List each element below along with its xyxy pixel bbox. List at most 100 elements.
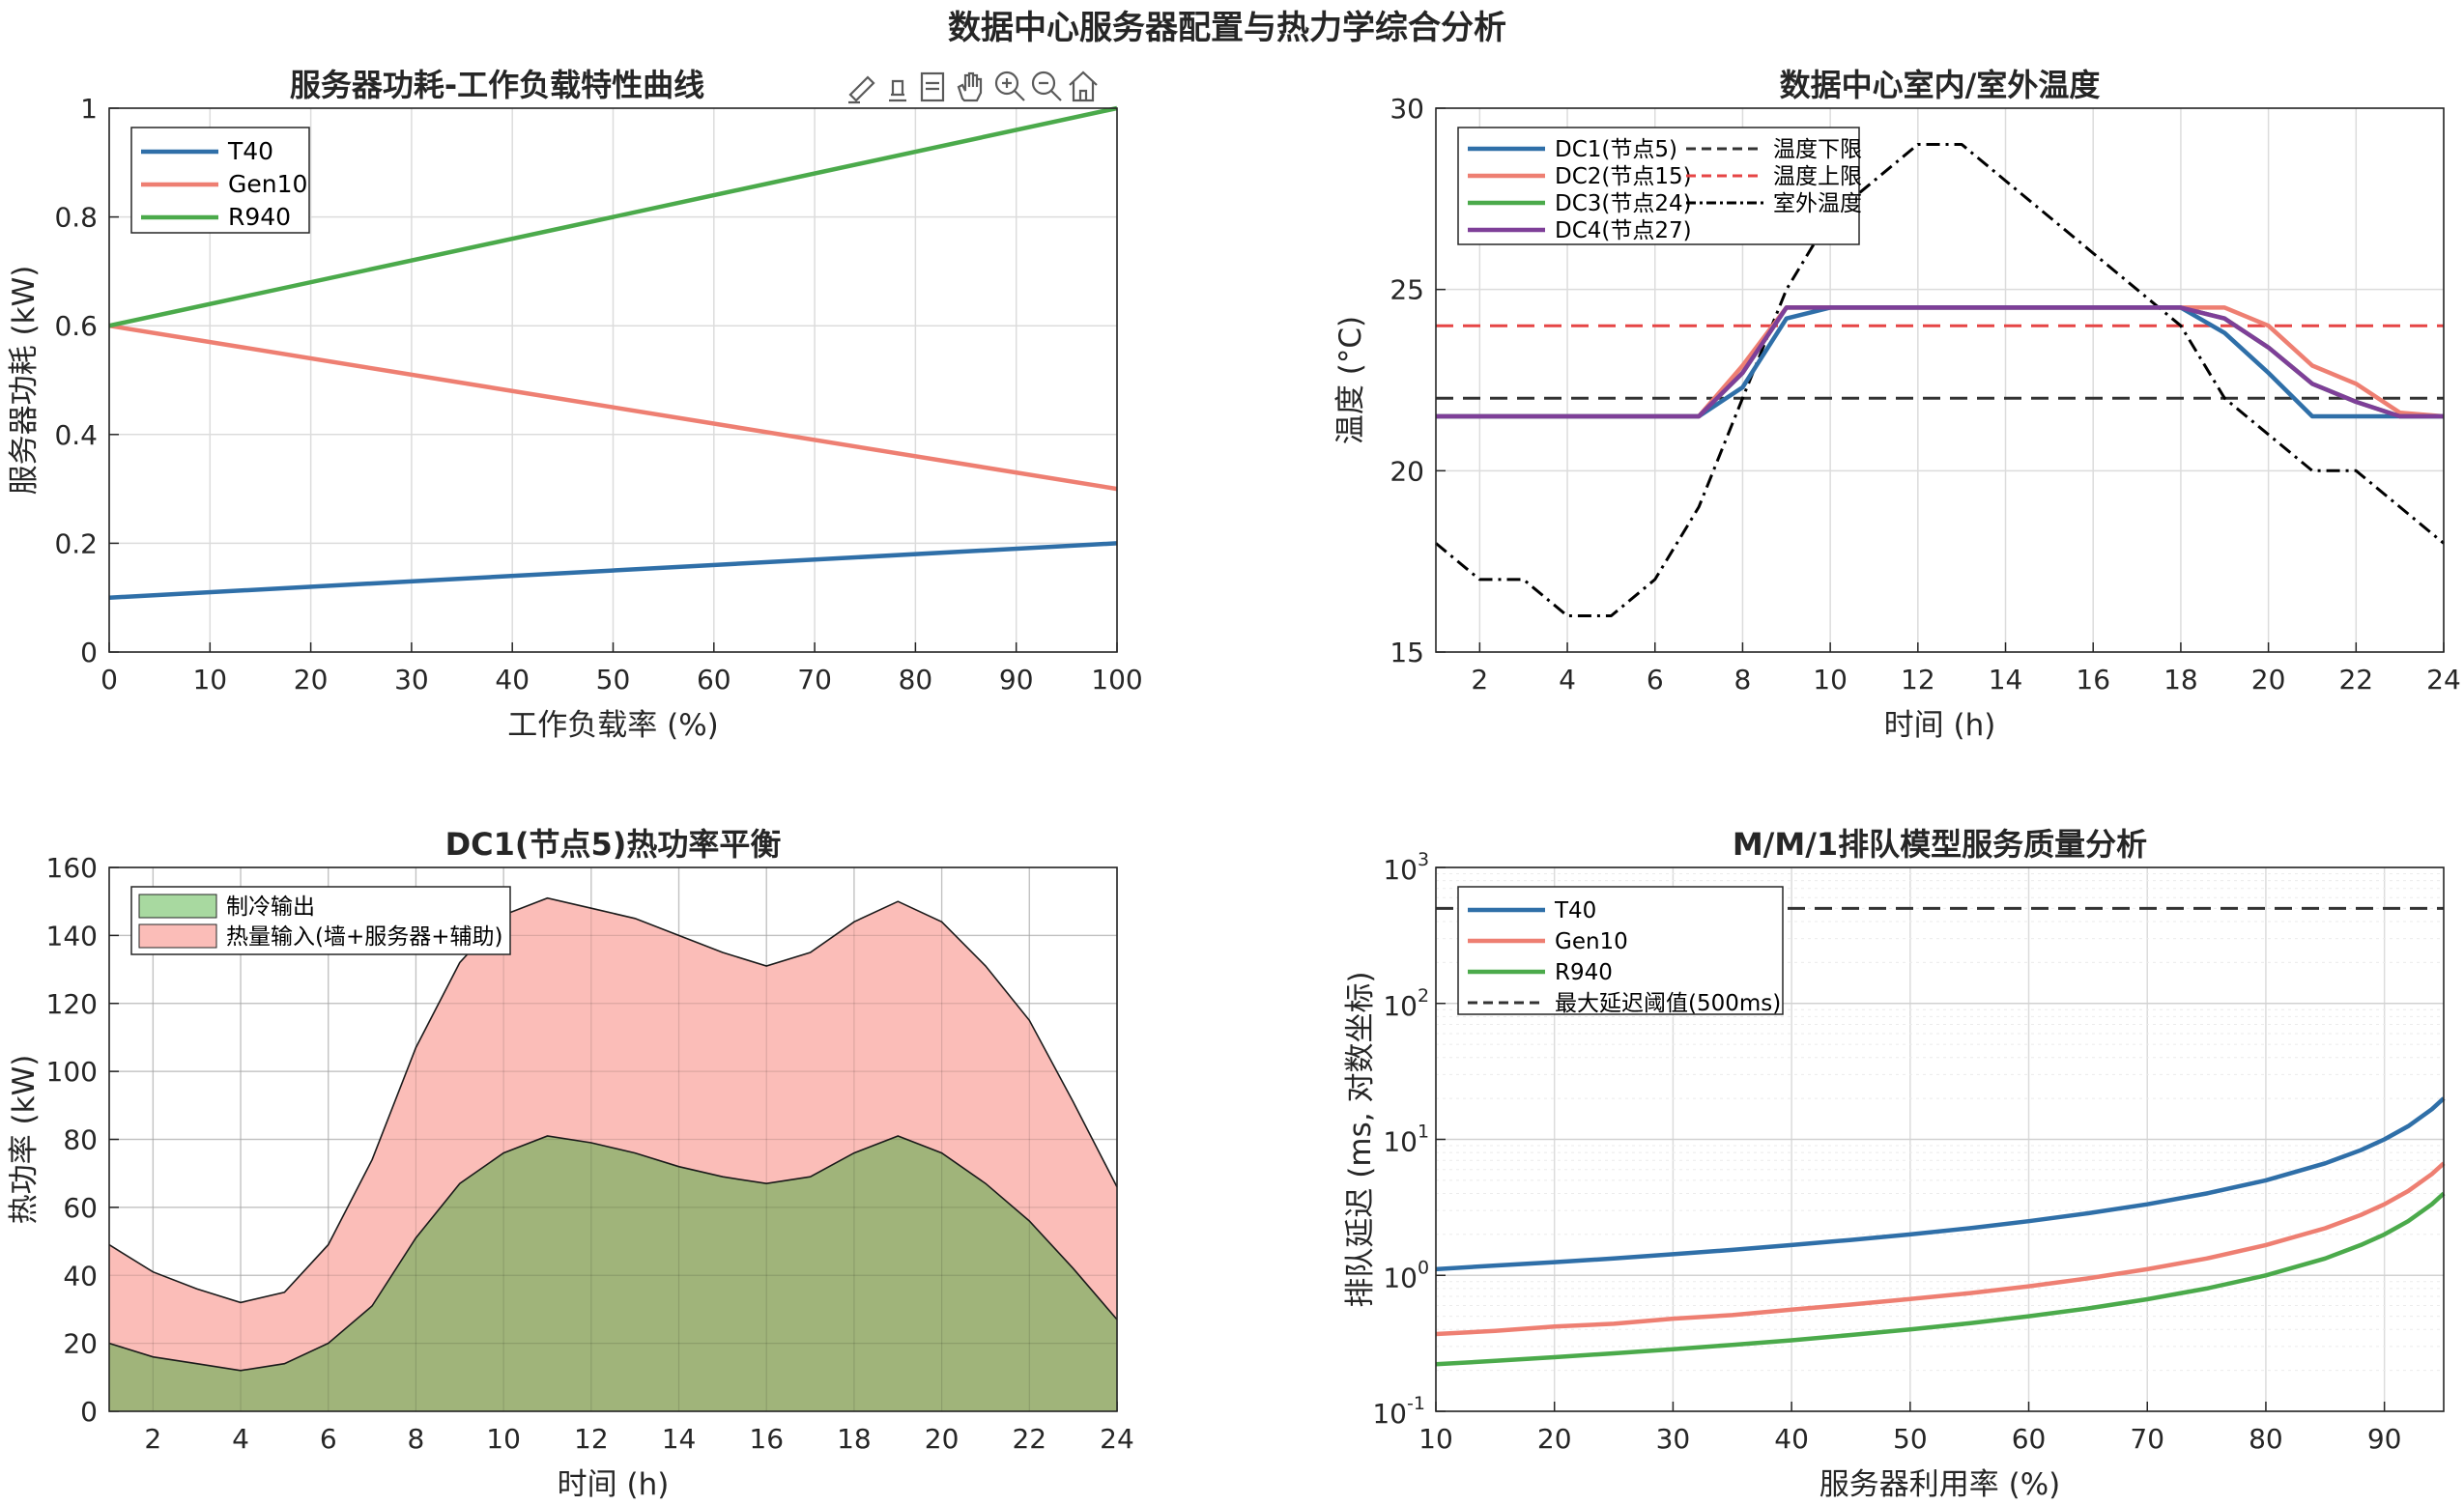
series-line-1[interactable] bbox=[108, 541, 1118, 600]
x-tick-label: 30 bbox=[394, 664, 429, 696]
zoom-out-icon[interactable] bbox=[1031, 71, 1062, 101]
legend-label-3: R940 bbox=[1555, 960, 1613, 985]
x-tick-label: 22 bbox=[1012, 1423, 1046, 1455]
y-tick-label: 120 bbox=[46, 988, 98, 1020]
y-tick-label: 1 bbox=[80, 93, 98, 125]
brush-icon[interactable] bbox=[848, 75, 875, 104]
x-tick-label: 4 bbox=[232, 1423, 249, 1455]
y-tick-label: 0 bbox=[80, 1396, 98, 1428]
axes-border bbox=[108, 107, 1118, 653]
x-axis-label: 服务器利用率 (%) bbox=[1819, 1467, 2061, 1502]
y-tick-base: 10 bbox=[1372, 1398, 1407, 1430]
y-tick-label: 0.4 bbox=[54, 419, 98, 451]
y-tick-exponent: -1 bbox=[1407, 1393, 1425, 1414]
legend-label-2: Gen10 bbox=[1555, 929, 1628, 954]
y-tick-label: 160 bbox=[46, 852, 98, 884]
x-tick-label: 70 bbox=[797, 664, 832, 696]
y-tick-label: 0.2 bbox=[54, 527, 98, 559]
legend[interactable]: DC1(节点5)DC2(节点15)DC3(节点24)DC4(节点27) 温度下限温… bbox=[1457, 127, 1862, 245]
x-tick-label: 6 bbox=[320, 1423, 337, 1455]
x-tick-label: 8 bbox=[408, 1423, 425, 1455]
legend-label-1: 制冷输出 bbox=[226, 894, 315, 920]
x-tick-label: 20 bbox=[2251, 664, 2286, 696]
y-tick-exponent: 2 bbox=[1418, 985, 1429, 1007]
series-line-2[interactable] bbox=[1435, 1161, 2446, 1337]
y-tick-label: 10 bbox=[1383, 1126, 1418, 1158]
legend-label-4: DC4(节点27) bbox=[1555, 218, 1692, 243]
x-tick-label: 16 bbox=[2076, 664, 2110, 696]
legend[interactable]: T40 Gen10 R940 bbox=[130, 127, 310, 234]
x-tick-label: 0 bbox=[100, 664, 118, 696]
axes-title: 服务器功耗-工作负载特性曲线 bbox=[290, 67, 704, 103]
legend-label-1: T40 bbox=[1554, 898, 1596, 923]
x-tick-label: 40 bbox=[495, 664, 530, 696]
x-tick-label: 12 bbox=[574, 1423, 609, 1455]
legend-label-1: DC1(节点5) bbox=[1555, 137, 1677, 162]
y-tick-base: 10 bbox=[1383, 1262, 1418, 1293]
y-axis-label: 排队延迟 (ms, 对数坐标) bbox=[1343, 971, 1378, 1307]
cooling-output-edge bbox=[108, 1135, 1118, 1372]
temperature-axes[interactable]: 2 4 6 8 10 12 14 16 18 20 22 2415202530数据中心室内/室外温度时… bbox=[1333, 67, 2461, 743]
axes-title: DC1(节点5)热功率平衡 bbox=[445, 826, 782, 863]
x-tick-label: 40 bbox=[1774, 1423, 1809, 1455]
y-axis-label: 热功率 (kW) bbox=[7, 1055, 42, 1225]
x-tick-label: 30 bbox=[1656, 1423, 1691, 1455]
legend-label-1: T40 bbox=[227, 137, 273, 165]
x-tick-label: 60 bbox=[2012, 1423, 2047, 1455]
x-tick-label: 8 bbox=[1734, 664, 1752, 696]
zoom-in-icon[interactable] bbox=[994, 71, 1025, 101]
series-line-7[interactable] bbox=[1435, 143, 2445, 617]
y-axis-label: 温度 (°C) bbox=[1333, 316, 1368, 444]
x-tick-label: 50 bbox=[596, 664, 631, 696]
x-tick-label: 70 bbox=[2130, 1423, 2164, 1455]
y-tick-label: 60 bbox=[63, 1192, 98, 1224]
x-tick-label: 90 bbox=[999, 664, 1034, 696]
legend-label-4: 最大延迟阈值(500ms) bbox=[1555, 991, 1781, 1016]
power-workload-axes[interactable]: 0 10 20 30 40 50 60 70 80 90 100 0 0.2 0.4 0.6 0.8 1 服务器功… bbox=[7, 67, 1143, 743]
x-tick-label: 6 bbox=[1647, 664, 1664, 696]
y-tick-base: 10 bbox=[1383, 854, 1418, 886]
heat-balance-axes[interactable]: 2 4 6 8 10 12 14 16 18 20 22 2402040608010012014016… bbox=[7, 826, 1134, 1502]
x-tick-label: 10 bbox=[1418, 1423, 1453, 1455]
x-tick-label: 2 bbox=[144, 1423, 161, 1455]
x-tick-label: 16 bbox=[749, 1423, 784, 1455]
series-line-3[interactable] bbox=[108, 105, 1118, 328]
y-tick-label: 100 bbox=[46, 1056, 98, 1088]
eraser-icon[interactable] bbox=[889, 79, 906, 102]
x-tick-label: 14 bbox=[662, 1423, 697, 1455]
y-tick-exponent: 3 bbox=[1418, 849, 1429, 870]
y-tick-label: 40 bbox=[63, 1260, 98, 1292]
x-axis-label: 时间 (h) bbox=[1884, 708, 1996, 743]
datatip-icon[interactable] bbox=[920, 71, 945, 102]
axes-title: 数据中心室内/室外温度 bbox=[1780, 67, 2101, 103]
x-tick-label: 90 bbox=[2367, 1423, 2402, 1455]
x-tick-label: 24 bbox=[1100, 1423, 1134, 1455]
series-line-3[interactable] bbox=[1435, 1191, 2446, 1367]
series-line-4[interactable] bbox=[1436, 305, 2444, 419]
y-tick-label: 10 bbox=[1383, 854, 1418, 886]
x-axis-label: 工作负载率 (%) bbox=[507, 708, 719, 743]
cooling-output-area[interactable] bbox=[109, 1136, 1117, 1411]
legend-patch-1 bbox=[138, 894, 217, 919]
y-tick-label: 0 bbox=[80, 637, 98, 668]
pan-hand-icon[interactable] bbox=[957, 71, 983, 102]
y-tick-base: 10 bbox=[1383, 990, 1418, 1022]
x-tick-label: 14 bbox=[1989, 664, 2023, 696]
x-axis-label: 时间 (h) bbox=[558, 1467, 670, 1502]
x-tick-label: 2 bbox=[1471, 664, 1488, 696]
legend-label-2: Gen10 bbox=[228, 170, 307, 198]
home-icon[interactable] bbox=[1069, 71, 1098, 102]
legend[interactable]: T40 Gen10 R940 最大延迟阈值(500ms) bbox=[1457, 886, 1784, 1016]
y-tick-label: 15 bbox=[1390, 637, 1424, 668]
series-line-2[interactable] bbox=[108, 323, 1118, 492]
x-tick-label: 22 bbox=[2338, 664, 2373, 696]
legend-patch-2 bbox=[138, 923, 217, 949]
x-tick-label: 10 bbox=[1813, 664, 1848, 696]
series-line-1[interactable] bbox=[1435, 1096, 2446, 1272]
y-tick-exponent: 1 bbox=[1418, 1122, 1429, 1143]
axes-border bbox=[1435, 866, 2445, 1412]
y-tick-label: 10 bbox=[1372, 1398, 1407, 1430]
y-tick-label: 80 bbox=[63, 1124, 98, 1156]
